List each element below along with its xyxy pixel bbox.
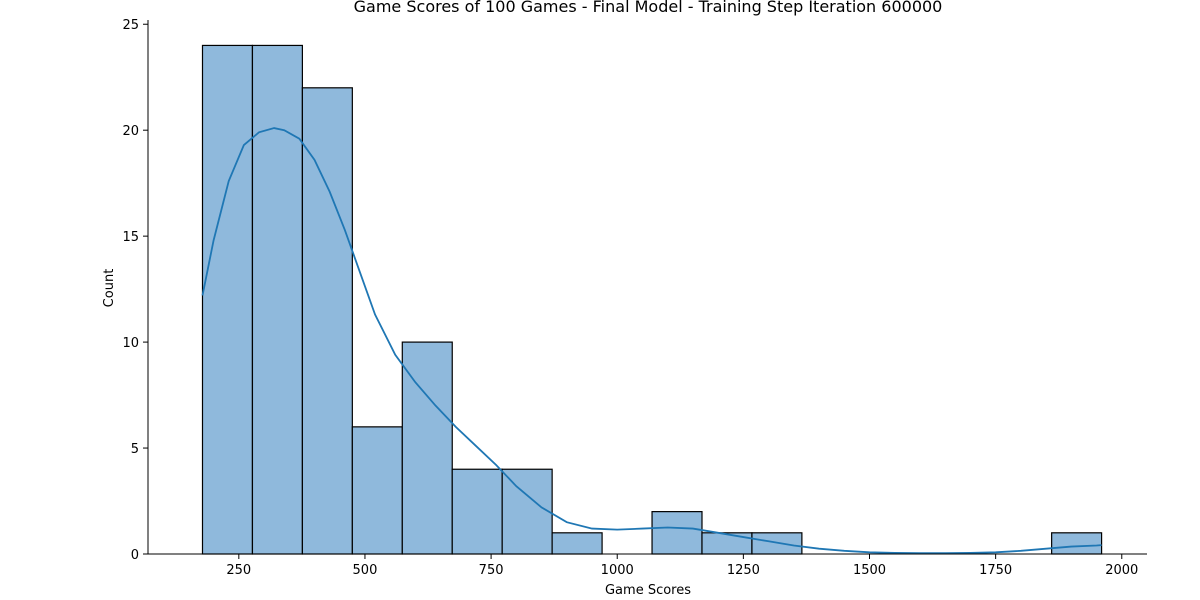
kde-curve [201,127,1102,555]
y-tick-label: 5 [131,442,139,457]
y-tick-label: 25 [122,18,139,33]
chart-title: Game Scores of 100 Games - Final Model -… [354,0,943,16]
histogram-bar-0 [201,44,254,555]
histogram-bar-9 [651,511,703,555]
x-tick-label: 1250 [727,563,760,578]
y-tick-label: 20 [122,124,139,139]
histogram-bars [201,44,1103,555]
y-tick-label: 0 [131,548,139,563]
y-axis-ticks: 0 5 10 15 20 25 [122,18,148,563]
x-axis-ticks: 250 500 750 1000 1250 1500 1750 2000 [226,554,1138,578]
x-tick-label: 750 [479,563,504,578]
histogram-bar-1 [251,44,303,555]
y-tick-label: 15 [122,230,139,245]
x-tick-label: 1750 [979,563,1012,578]
histogram-bar-10 [701,532,753,555]
histogram-bar-2 [301,87,353,555]
x-tick-label: 250 [226,563,251,578]
histogram-bar-6 [501,468,553,555]
x-tick-label: 2000 [1105,563,1138,578]
histogram-bar-5 [451,468,503,555]
x-tick-label: 1000 [601,563,634,578]
y-tick-label: 10 [122,336,139,351]
y-axis-label: Count [102,269,117,308]
x-axis-label: Game Scores [605,583,691,598]
x-tick-label: 1500 [853,563,886,578]
histogram-bar-7 [551,532,603,555]
histogram-bar-4 [401,341,453,555]
histogram-bar-17 [1051,532,1103,555]
x-tick-label: 500 [353,563,378,578]
histogram-bar-3 [351,426,403,555]
